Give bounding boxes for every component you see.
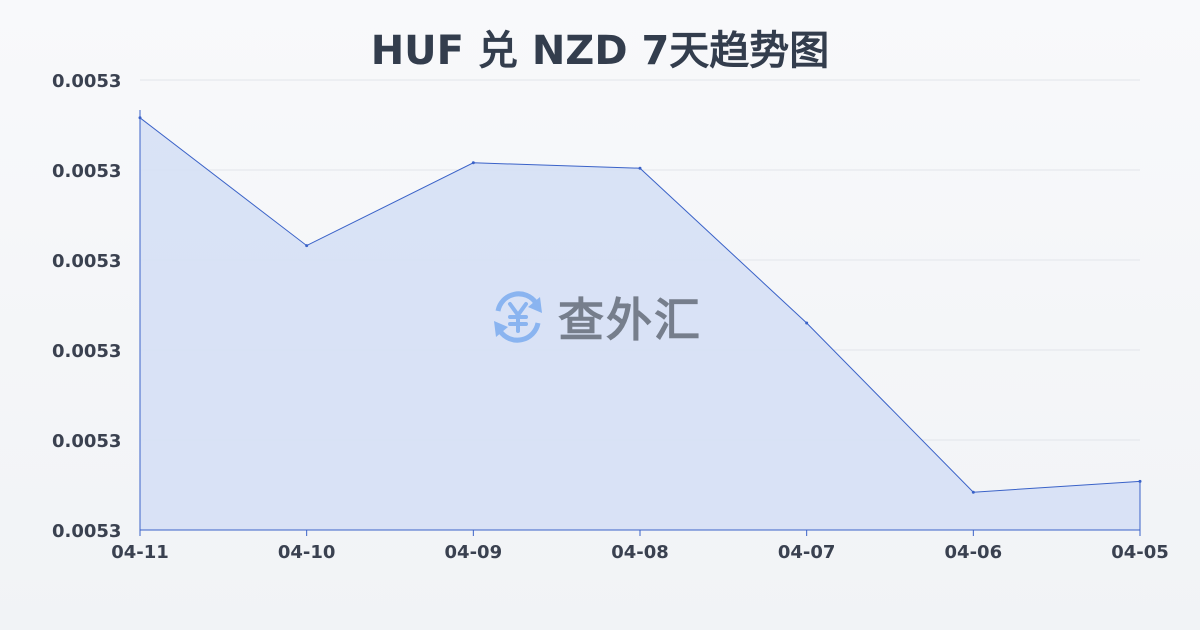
y-tick-label: 0.0053: [52, 431, 121, 452]
y-tick-label: 0.0053: [52, 71, 121, 92]
y-tick-label: 0.0053: [52, 341, 121, 362]
data-point: [971, 490, 975, 494]
data-point: [138, 116, 142, 120]
x-tick-label: 04-11: [111, 542, 169, 563]
data-point: [305, 244, 309, 248]
x-tick-label: 04-06: [945, 542, 1003, 563]
watermark-text: 查外汇: [558, 293, 702, 347]
x-tick-label: 04-07: [778, 542, 836, 563]
x-tick-label: 04-08: [611, 542, 669, 563]
x-tick-label: 04-09: [445, 542, 503, 563]
data-point: [1138, 479, 1142, 483]
chart-title: HUF 兑 NZD 7天趋势图: [370, 28, 830, 74]
y-tick-label: 0.0053: [52, 161, 121, 182]
y-tick-label: 0.0053: [52, 521, 121, 542]
data-point: [638, 166, 642, 170]
y-tick-label: 0.0053: [52, 251, 121, 272]
data-point: [805, 321, 809, 325]
area-fill: [140, 117, 1140, 531]
yen-exchange-icon: [494, 291, 542, 343]
x-tick-label: 04-10: [278, 542, 336, 563]
data-point: [471, 161, 475, 165]
x-tick-label: 04-05: [1111, 542, 1169, 563]
watermark: 查外汇: [488, 284, 702, 350]
